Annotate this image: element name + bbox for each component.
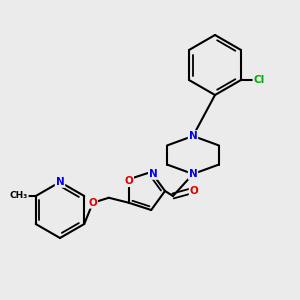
Text: N: N: [56, 177, 64, 187]
Text: O: O: [190, 186, 198, 196]
Text: N: N: [189, 169, 197, 179]
Text: O: O: [88, 198, 97, 208]
Text: N: N: [189, 131, 197, 141]
Text: N: N: [149, 169, 158, 179]
Text: CH₃: CH₃: [10, 191, 28, 200]
Text: Cl: Cl: [254, 75, 265, 85]
Text: O: O: [124, 176, 133, 186]
